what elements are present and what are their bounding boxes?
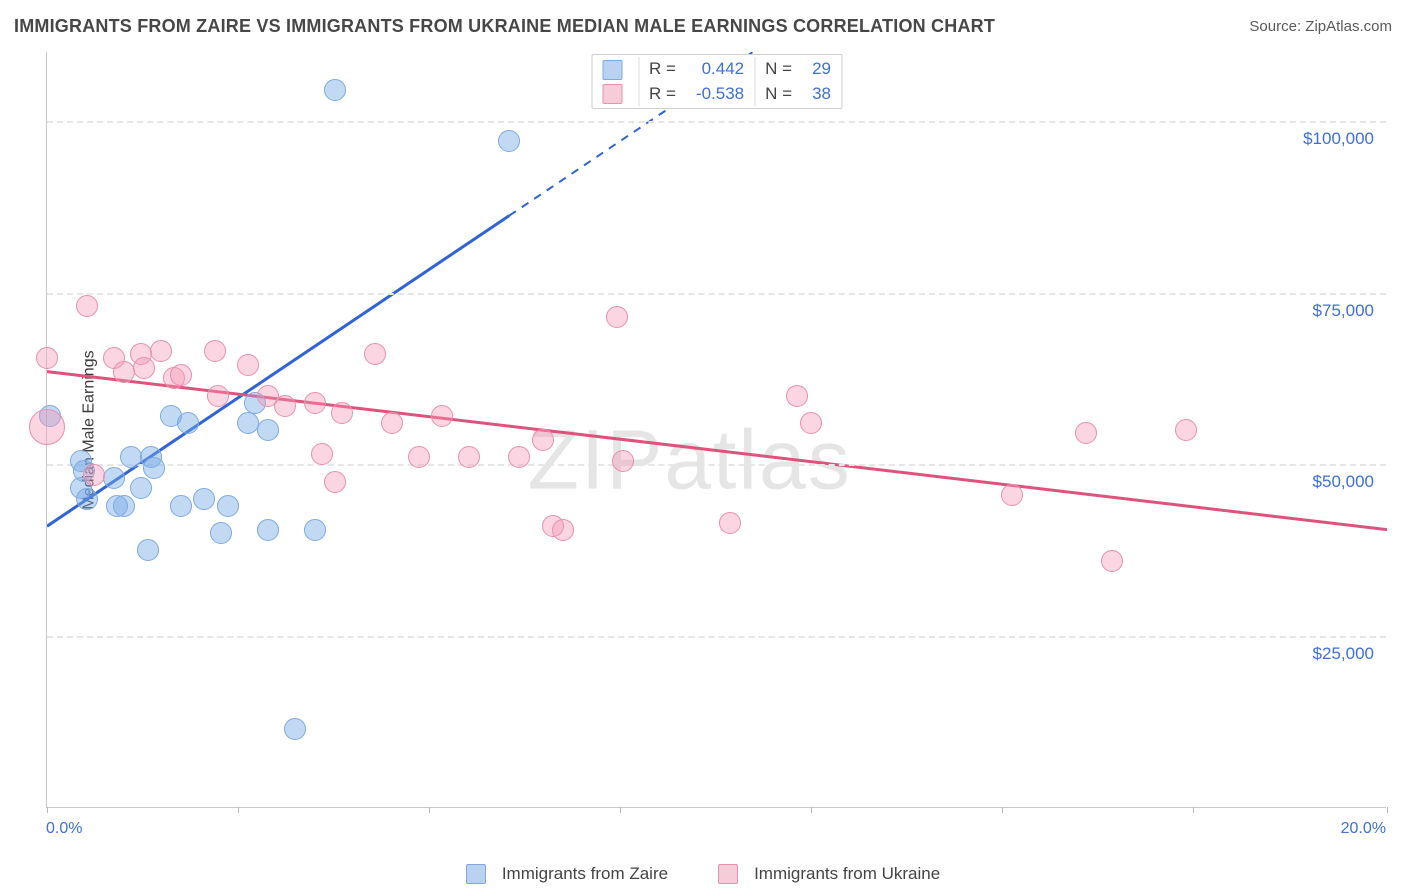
data-point-ukraine [508, 446, 530, 468]
data-point-ukraine [133, 357, 155, 379]
data-point-zaire [324, 79, 346, 101]
legend-swatch-ukraine [602, 84, 622, 104]
legend-row-ukraine: R =-0.538N =38 [592, 82, 841, 107]
data-point-ukraine [311, 443, 333, 465]
gridline [47, 121, 1386, 123]
header: IMMIGRANTS FROM ZAIRE VS IMMIGRANTS FROM… [14, 16, 1392, 37]
x-tick [47, 807, 48, 813]
legend-n-value-zaire: 29 [802, 57, 841, 82]
legend-swatch-zaire [602, 60, 622, 80]
x-tick [1387, 807, 1388, 813]
x-tick [811, 807, 812, 813]
plot-area: Median Male Earnings ZIPatlas R =0.442N … [46, 52, 1386, 808]
data-point-ukraine [113, 361, 135, 383]
data-point-ukraine [381, 412, 403, 434]
data-point-ukraine [800, 412, 822, 434]
legend-r-value-zaire: 0.442 [686, 57, 755, 82]
data-point-ukraine [304, 392, 326, 414]
data-point-zaire [170, 495, 192, 517]
data-point-zaire [113, 495, 135, 517]
y-tick-label: $75,000 [1313, 301, 1374, 321]
legend-r-label: R = [639, 57, 686, 82]
data-point-ukraine [36, 347, 58, 369]
gridline [47, 636, 1386, 638]
data-point-ukraine [364, 343, 386, 365]
y-tick-label: $50,000 [1313, 472, 1374, 492]
data-point-zaire [130, 477, 152, 499]
data-point-ukraine [1001, 484, 1023, 506]
x-tick [429, 807, 430, 813]
legend-correlation: R =0.442N =29R =-0.538N =38 [591, 54, 842, 109]
data-point-ukraine [786, 385, 808, 407]
data-point-ukraine [83, 464, 105, 486]
data-point-ukraine [1101, 550, 1123, 572]
data-point-zaire [177, 412, 199, 434]
data-point-zaire [193, 488, 215, 510]
data-point-zaire [120, 446, 142, 468]
gridline [47, 464, 1386, 466]
data-point-ukraine [150, 340, 172, 362]
data-point-ukraine [552, 519, 574, 541]
legend-n-label: N = [755, 82, 802, 107]
x-tick [1193, 807, 1194, 813]
legend-n-value-ukraine: 38 [802, 82, 841, 107]
data-point-ukraine [612, 450, 634, 472]
data-point-ukraine [29, 409, 65, 445]
plot-region: ZIPatlas R =0.442N =29R =-0.538N =38 $25… [46, 52, 1386, 808]
y-tick-label: $100,000 [1303, 129, 1374, 149]
data-point-ukraine [408, 446, 430, 468]
legend-label-ukraine: Immigrants from Ukraine [754, 864, 940, 884]
x-axis-min-label: 0.0% [46, 820, 82, 838]
data-point-zaire [498, 130, 520, 152]
source-link[interactable]: ZipAtlas.com [1305, 18, 1392, 35]
data-point-zaire [237, 412, 259, 434]
data-point-zaire [137, 539, 159, 561]
legend-n-label: N = [755, 57, 802, 82]
data-point-ukraine [431, 405, 453, 427]
legend-series: Immigrants from Zaire Immigrants from Ukr… [0, 864, 1406, 884]
watermark-bold: ZIP [528, 412, 665, 506]
y-tick-label: $25,000 [1313, 644, 1374, 664]
data-point-ukraine [1075, 422, 1097, 444]
data-point-ukraine [324, 471, 346, 493]
legend-r-value-ukraine: -0.538 [686, 82, 755, 107]
data-point-ukraine [719, 512, 741, 534]
source-prefix: Source: [1249, 18, 1305, 35]
data-point-zaire [103, 467, 125, 489]
data-point-ukraine [331, 402, 353, 424]
chart-title: IMMIGRANTS FROM ZAIRE VS IMMIGRANTS FROM… [14, 16, 995, 37]
source-attribution: Source: ZipAtlas.com [1249, 18, 1392, 35]
data-point-zaire [257, 419, 279, 441]
data-point-zaire [76, 488, 98, 510]
legend-label-zaire: Immigrants from Zaire [502, 864, 668, 884]
data-point-zaire [217, 495, 239, 517]
x-axis-max-label: 20.0% [1341, 820, 1386, 838]
x-tick [620, 807, 621, 813]
data-point-zaire [284, 718, 306, 740]
data-point-ukraine [532, 429, 554, 451]
data-point-zaire [304, 519, 326, 541]
data-point-ukraine [458, 446, 480, 468]
legend-item-zaire: Immigrants from Zaire [466, 864, 668, 884]
legend-swatch-zaire [466, 864, 486, 884]
data-point-zaire [210, 522, 232, 544]
legend-item-ukraine: Immigrants from Ukraine [718, 864, 940, 884]
data-point-ukraine [237, 354, 259, 376]
data-point-ukraine [76, 295, 98, 317]
data-point-zaire [143, 457, 165, 479]
data-point-ukraine [204, 340, 226, 362]
data-point-ukraine [170, 364, 192, 386]
legend-r-label: R = [639, 82, 686, 107]
data-point-zaire [257, 519, 279, 541]
data-point-ukraine [1175, 419, 1197, 441]
x-tick [1002, 807, 1003, 813]
data-point-ukraine [274, 395, 296, 417]
legend-row-zaire: R =0.442N =29 [592, 57, 841, 82]
x-tick [238, 807, 239, 813]
data-point-ukraine [207, 385, 229, 407]
data-point-ukraine [606, 306, 628, 328]
watermark-thin: atlas [664, 412, 851, 506]
gridline [47, 293, 1386, 295]
legend-swatch-ukraine [718, 864, 738, 884]
